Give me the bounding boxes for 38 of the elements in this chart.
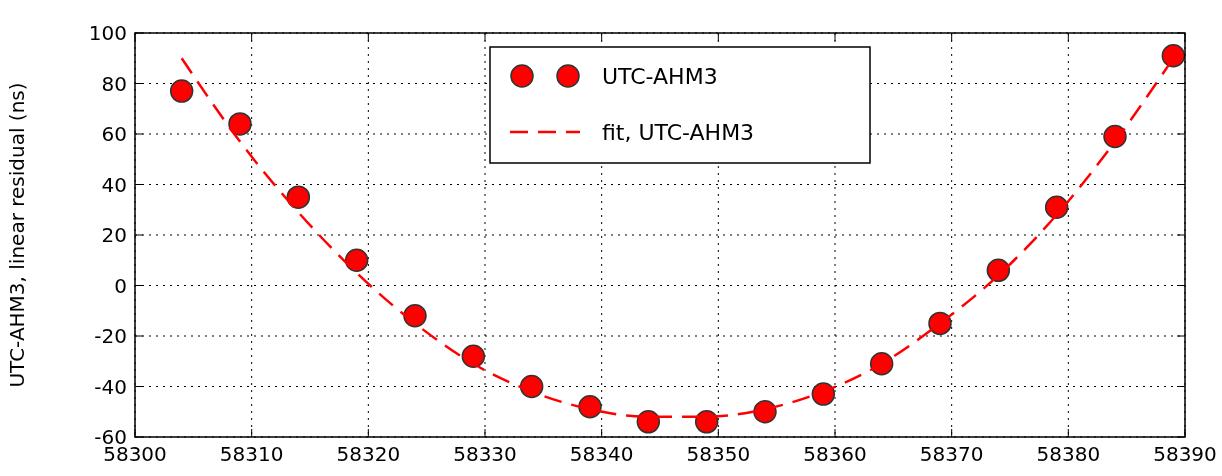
y-tick-label: 100	[88, 21, 127, 45]
y-tick-label: 20	[101, 223, 127, 247]
point	[928, 311, 952, 336]
x-tick-label: 58380	[1036, 442, 1101, 466]
point	[461, 344, 486, 368]
point	[869, 352, 894, 376]
point	[1044, 195, 1069, 219]
legend-label: UTC-AHM3	[602, 63, 718, 89]
point	[403, 304, 427, 328]
point	[636, 410, 661, 434]
y-axis-title: UTC-AHM3, linear residual (ns)	[5, 82, 29, 388]
x-tick-label: 58340	[569, 442, 634, 466]
point	[286, 185, 311, 209]
y-tick-label: -20	[94, 324, 127, 348]
point	[578, 394, 602, 419]
y-tick-label: 80	[101, 71, 127, 96]
x-tick-label: 58370	[919, 442, 984, 466]
point	[986, 258, 1011, 283]
point	[344, 248, 369, 272]
x-tick-label: 58320	[336, 442, 401, 466]
point	[519, 374, 544, 399]
y-tick-label: -40	[94, 374, 127, 399]
y-tick-label: 40	[101, 172, 127, 197]
point	[694, 410, 719, 434]
x-tick-label: 58390	[1153, 442, 1217, 466]
point	[228, 112, 252, 136]
x-tick-label: 58330	[453, 442, 517, 466]
y-tick-label: 0	[114, 273, 127, 298]
x-tick-label: 58310	[219, 442, 284, 466]
point	[1161, 43, 1186, 68]
y-tick-label: 60	[101, 122, 127, 146]
point	[811, 382, 836, 406]
x-tick-label: 58350	[686, 442, 751, 466]
point	[753, 400, 777, 424]
legend-label: fit, UTC-AHM3	[602, 119, 755, 145]
point	[169, 79, 194, 103]
point	[1103, 124, 1127, 149]
x-tick-label: 58360	[803, 442, 867, 466]
